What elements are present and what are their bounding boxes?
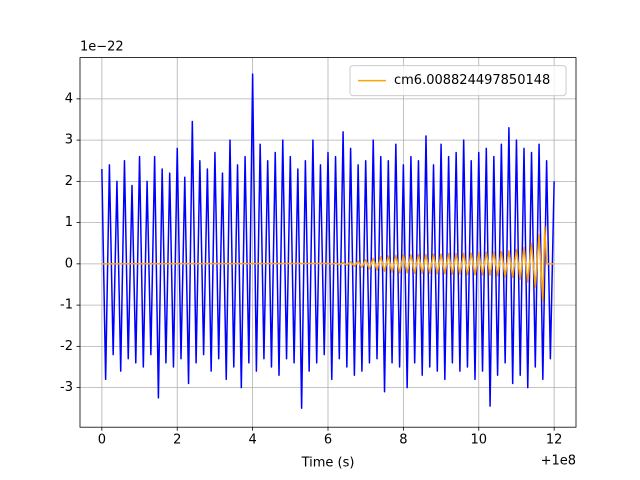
series-line [101, 225, 555, 302]
x-tick-label: 8 [399, 433, 407, 448]
y-tick-label: -3 [60, 380, 73, 395]
series-line [101, 73, 555, 409]
y-tick-label: 2 [65, 174, 73, 189]
x-tick-label: 2 [173, 433, 181, 448]
x-offset-label: +1e8 [541, 454, 576, 469]
x-tick-label: 6 [324, 433, 332, 448]
x-tick-label: 12 [546, 433, 563, 448]
x-tick-label: 0 [98, 433, 106, 448]
y-tick-label: 4 [65, 91, 73, 106]
y-tick-label: 1 [65, 215, 73, 230]
y-tick-label: -1 [60, 298, 73, 313]
legend-label: cm6.008824497850148 [394, 73, 550, 88]
y-tick-label: 0 [65, 256, 73, 271]
y-offset-label: 1e−22 [80, 40, 124, 55]
y-tick-label: 3 [65, 133, 73, 148]
axes-frame [79, 57, 577, 428]
x-tick-label: 10 [470, 433, 487, 448]
x-tick-label: 4 [248, 433, 256, 448]
legend-box [349, 65, 567, 97]
y-tick-label: -2 [60, 339, 73, 354]
x-axis-label: Time (s) [301, 456, 355, 471]
